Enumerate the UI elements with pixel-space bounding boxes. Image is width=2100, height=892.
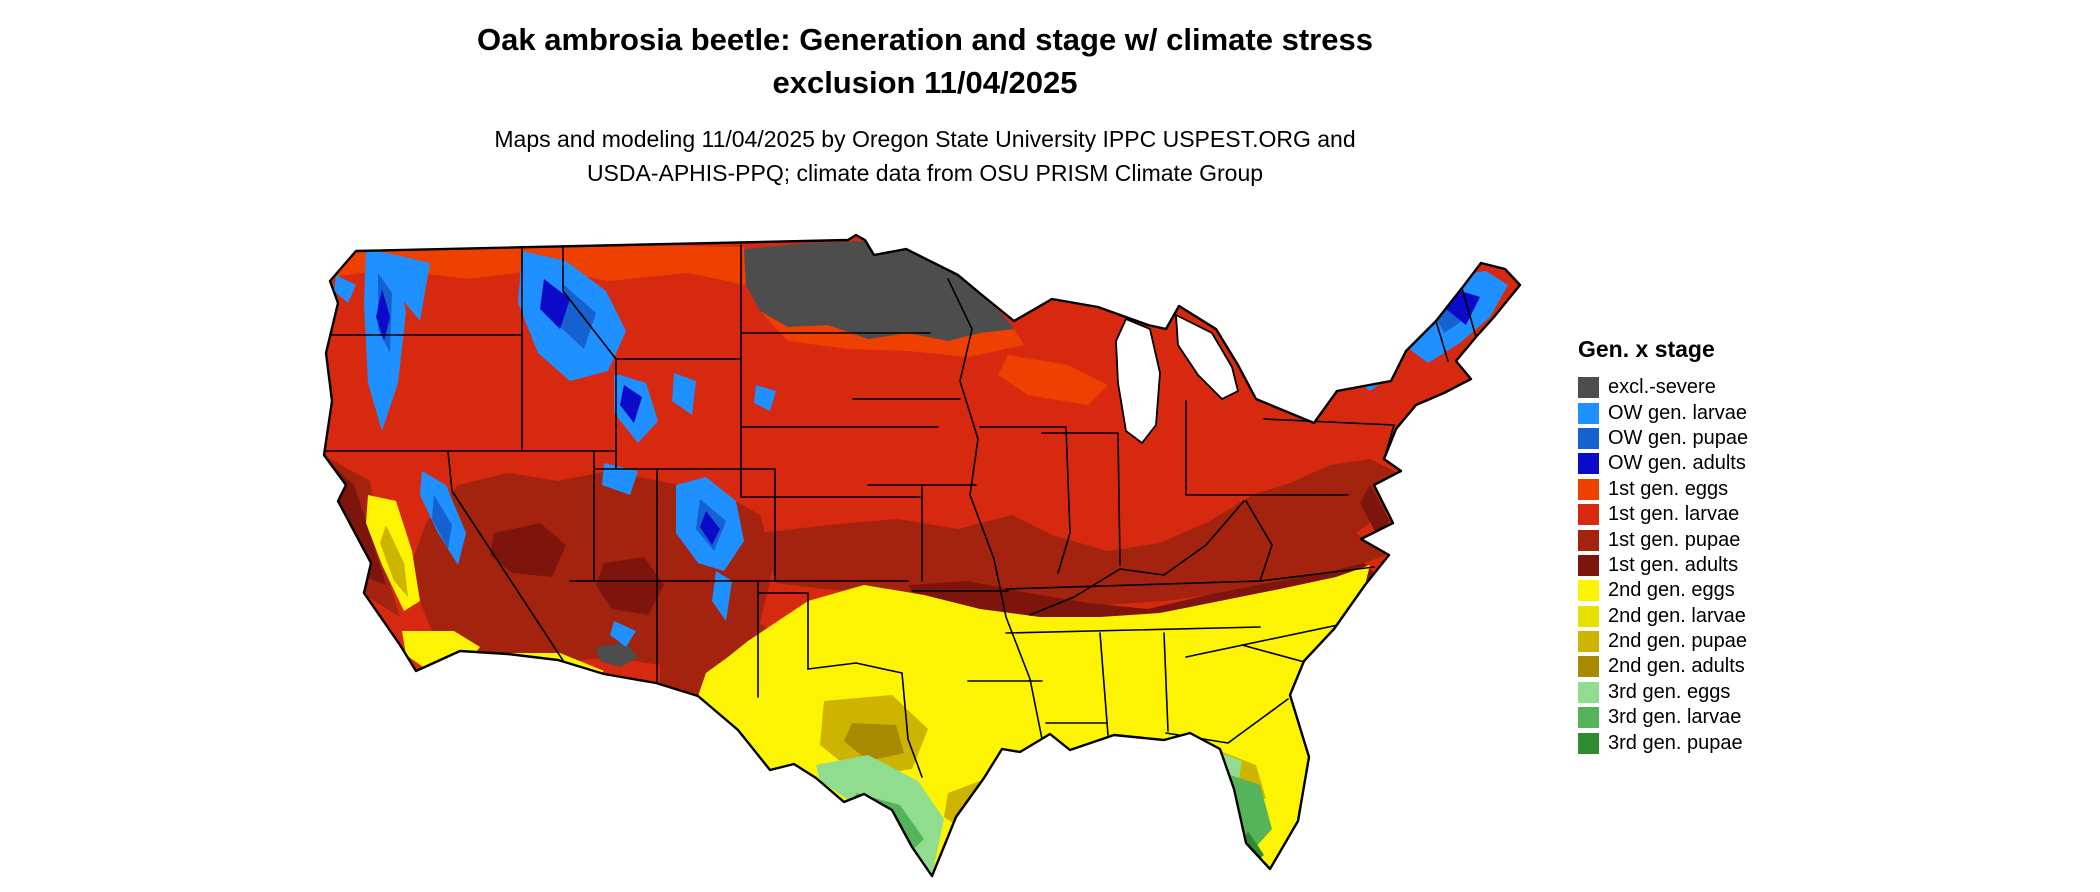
legend-swatch <box>1578 529 1599 551</box>
title-line-1: Oak ambrosia beetle: Generation and stag… <box>477 22 1373 57</box>
legend-swatch <box>1578 554 1599 576</box>
legend-swatch <box>1578 377 1599 399</box>
page-title: Oak ambrosia beetle: Generation and stag… <box>0 18 1850 104</box>
legend-item: 2nd gen. eggs <box>1578 578 1898 603</box>
legend-item-label: OW gen. pupae <box>1608 426 1749 449</box>
legend-swatch <box>1578 631 1599 653</box>
legend-item: 1st gen. larvae <box>1578 502 1898 527</box>
legend-item: excl.-severe <box>1578 375 1898 400</box>
state-borders <box>324 244 1477 778</box>
legend: Gen. x stage excl.-severe OW gen. larvae O… <box>1578 336 1898 756</box>
legend-item-label: 3rd gen. eggs <box>1608 680 1731 703</box>
legend-item: 3rd gen. eggs <box>1578 680 1898 705</box>
region-ow-gen <box>334 249 1508 647</box>
legend-item-label: 3rd gen. larvae <box>1608 706 1742 729</box>
legend-items: excl.-severe OW gen. larvae OW gen. pupae O… <box>1578 375 1898 756</box>
legend-swatch <box>1578 427 1599 449</box>
legend-item: 2nd gen. pupae <box>1578 629 1898 654</box>
legend-swatch <box>1578 453 1599 475</box>
legend-item: 1st gen. eggs <box>1578 477 1898 502</box>
legend-item-label: 2nd gen. eggs <box>1608 579 1735 602</box>
legend-item: 2nd gen. adults <box>1578 654 1898 679</box>
legend-swatch <box>1578 732 1599 754</box>
legend-item-label: OW gen. larvae <box>1608 401 1747 424</box>
legend-swatch <box>1578 580 1599 602</box>
great-lakes <box>1115 313 1240 445</box>
legend-item-label: 2nd gen. adults <box>1608 655 1745 678</box>
legend-item-label: 3rd gen. pupae <box>1608 731 1743 754</box>
legend-item-label: 2nd gen. pupae <box>1608 630 1748 653</box>
subtitle-line-1: Maps and modeling 11/04/2025 by Oregon S… <box>494 126 1356 152</box>
legend-swatch <box>1578 681 1599 703</box>
us-phenology-map <box>308 232 1528 884</box>
legend-swatch <box>1578 605 1599 627</box>
legend-item: 3rd gen. pupae <box>1578 730 1898 755</box>
us-outline <box>322 233 1522 878</box>
legend-item: OW gen. pupae <box>1578 426 1898 451</box>
legend-swatch <box>1578 478 1599 500</box>
legend-item: 1st gen. adults <box>1578 553 1898 578</box>
legend-swatch <box>1578 656 1599 678</box>
map-fill-regions <box>324 235 1520 876</box>
legend-item-label: 1st gen. adults <box>1608 553 1739 576</box>
us-map-svg <box>322 233 1522 878</box>
legend-item: 1st gen. pupae <box>1578 527 1898 552</box>
legend-item-label: 1st gen. larvae <box>1608 503 1740 526</box>
legend-item-label: OW gen. adults <box>1608 452 1746 475</box>
legend-item: OW gen. adults <box>1578 451 1898 476</box>
region-3rd-gen <box>816 749 1272 876</box>
subtitle-line-2: USDA-APHIS-PPQ; climate data from OSU PR… <box>586 160 1264 186</box>
legend-swatch <box>1578 402 1599 424</box>
legend-item-label: 2nd gen. larvae <box>1608 604 1746 627</box>
legend-item-label: 1st gen. pupae <box>1608 528 1741 551</box>
legend-item: OW gen. larvae <box>1578 400 1898 425</box>
legend-item: 3rd gen. larvae <box>1578 705 1898 730</box>
legend-swatch <box>1578 707 1599 729</box>
legend-swatch <box>1578 504 1599 526</box>
title-line-2: exclusion 11/04/2025 <box>772 65 1078 100</box>
legend-item: 2nd gen. larvae <box>1578 604 1898 629</box>
legend-item-label: 1st gen. eggs <box>1608 477 1729 500</box>
legend-item-label: excl.-severe <box>1608 376 1716 399</box>
legend-title: Gen. x stage <box>1578 336 1715 362</box>
page-subtitle: Maps and modeling 11/04/2025 by Oregon S… <box>0 122 1850 190</box>
